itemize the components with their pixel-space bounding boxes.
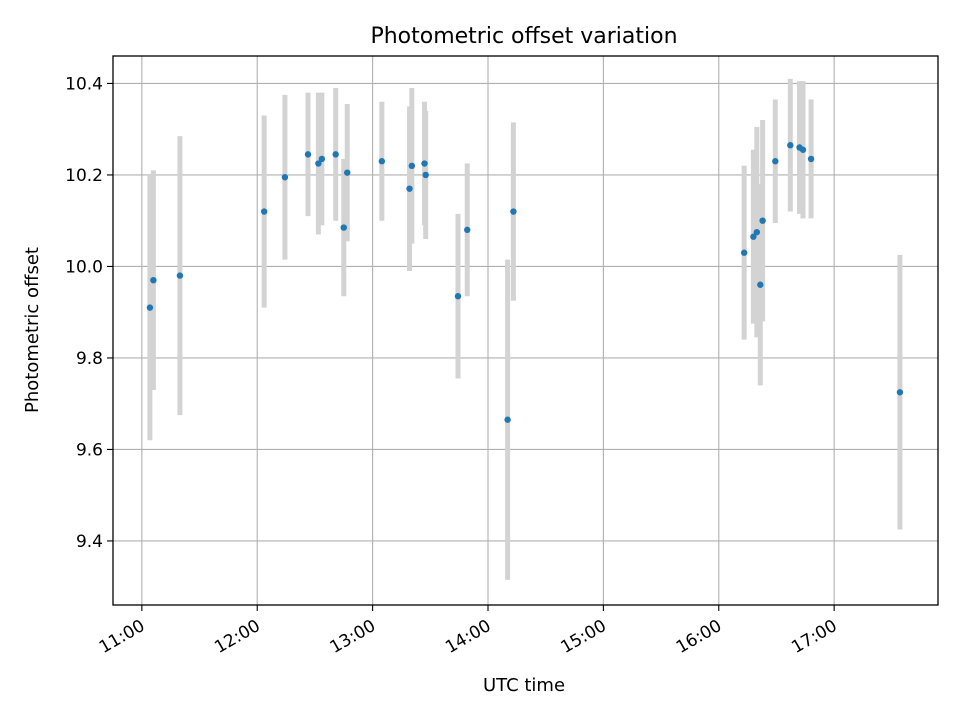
chart-title: Photometric offset variation: [370, 24, 677, 49]
data-point: [504, 416, 511, 423]
data-point: [464, 226, 471, 234]
data-point: [757, 281, 764, 288]
data-point: [807, 155, 815, 163]
data-point: [772, 158, 779, 165]
data-points: [146, 142, 904, 423]
data-point: [260, 208, 268, 215]
data-point: [740, 249, 748, 256]
data-point: [150, 276, 157, 284]
y-tick-label: 9.6: [76, 440, 103, 460]
data-point: [344, 169, 351, 176]
data-point: [281, 174, 289, 181]
data-point: [340, 224, 347, 231]
data-point: [421, 160, 428, 167]
data-point: [378, 158, 386, 165]
data-point: [176, 272, 184, 279]
y-tick-label: 10.2: [65, 166, 103, 186]
data-point: [799, 146, 807, 153]
data-point: [454, 292, 462, 300]
y-tick-label: 10.4: [65, 74, 103, 94]
y-tick-label: 9.4: [76, 532, 103, 552]
data-point: [408, 162, 416, 169]
data-point: [406, 185, 413, 192]
y-axis-label: Photometric offset: [22, 247, 43, 413]
x-axis-label: UTC time: [483, 675, 565, 696]
data-point: [750, 233, 757, 240]
data-point: [753, 228, 761, 236]
y-tick-label: 10.0: [65, 257, 103, 277]
y-tick-label: 9.8: [76, 349, 103, 369]
data-point: [759, 217, 766, 224]
data-point: [146, 304, 154, 311]
y-axis-ticks: 9.4 9.6 9.8 10.0 10.2 10.4: [65, 74, 113, 552]
data-point: [332, 151, 339, 158]
data-point: [896, 389, 904, 396]
data-point: [422, 171, 429, 179]
data-point: [318, 155, 326, 163]
data-point: [304, 151, 312, 158]
plot-frame: [112, 55, 939, 606]
data-point: [315, 160, 322, 167]
data-point: [787, 142, 794, 149]
data-point: [510, 208, 517, 215]
